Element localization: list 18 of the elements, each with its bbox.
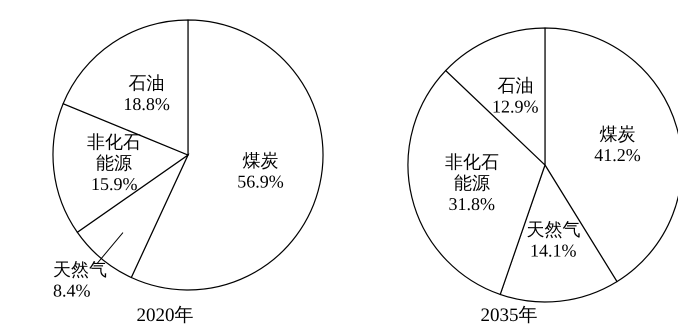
text: 2035年: [480, 304, 538, 328]
text: 2020年: [136, 304, 194, 328]
data-label: 12.9%: [492, 96, 539, 116]
data-label: 31.8%: [448, 194, 496, 214]
slice-label: 石油: [497, 75, 534, 96]
slice-label: 非化石能源: [87, 132, 142, 174]
data-label: 8.4%: [52, 280, 90, 301]
slice-label: 天然气: [52, 260, 107, 280]
slice-label: 天然气: [526, 219, 580, 240]
data-label: 56.9%: [237, 171, 284, 192]
data-label: 15.9%: [90, 174, 138, 194]
slice-label: 煤炭: [242, 150, 279, 170]
data-label: 18.8%: [123, 94, 170, 114]
slice-label: 石油: [128, 72, 165, 93]
data-label: 41.2%: [594, 144, 641, 165]
slice-label: 煤炭: [599, 124, 636, 144]
slice-label: 非化石能源: [444, 152, 499, 193]
data-label: 14.1%: [530, 240, 577, 260]
